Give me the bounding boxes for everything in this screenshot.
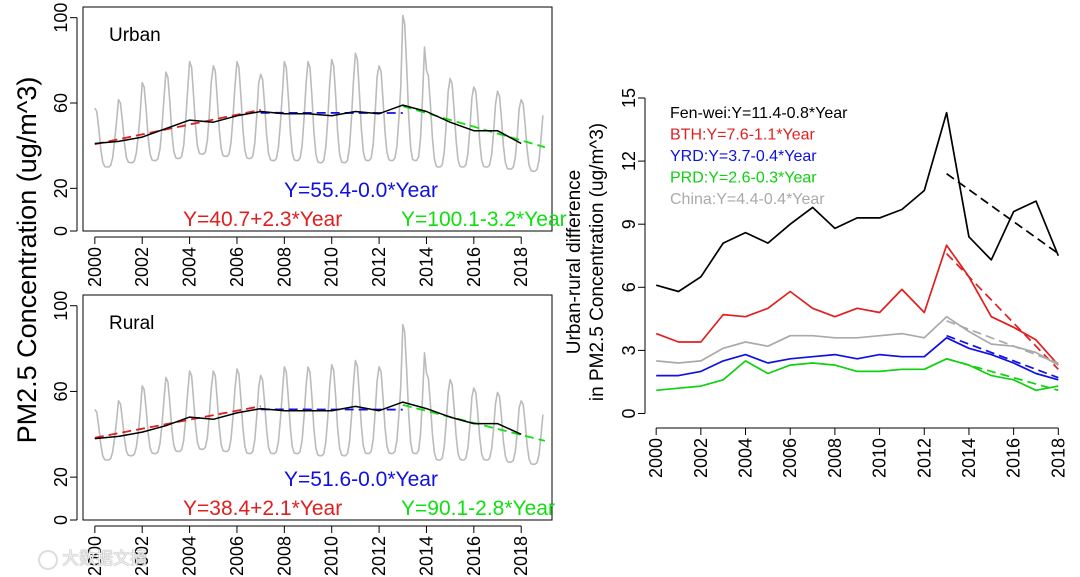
monthly-series-line [94, 323, 544, 466]
x-tick-label: 2000 [85, 536, 105, 576]
panel-label: Urban [109, 25, 161, 46]
x-tick-label: 2002 [132, 247, 152, 287]
y-tick-label: 20 [51, 467, 71, 487]
annual-mean-line [94, 104, 522, 145]
x-tick-label: 2014 [416, 247, 436, 287]
y-axis-label-line2: in PM2.5 Concentration (ug/m^3) [587, 123, 608, 401]
series-line-yrd [656, 336, 1059, 381]
x-tick-label: 2006 [227, 536, 247, 576]
y-tick-label: 0 [51, 226, 71, 236]
y-tick-label: 0 [51, 515, 71, 525]
annual-mean-line [94, 401, 522, 440]
y-tick-label: 100 [51, 3, 71, 33]
y-tick-label: 20 [51, 178, 71, 198]
x-tick-label: 2008 [274, 247, 294, 287]
x-tick-label: 2002 [691, 438, 711, 478]
series-line-china [656, 315, 1059, 366]
y-tick-label: 0 [619, 408, 639, 418]
x-tick-label: 2004 [736, 438, 756, 478]
rural-panel: 0 20 60 100 2000 2002 2004 2006 2008 2010 2012 2014… [51, 291, 555, 576]
difference-panel: 0 3 6 9 12 15 2000 2002 2004 2006 2008 2010 2012 2014… [564, 88, 1068, 478]
y-tick-label: 15 [619, 88, 639, 108]
x-tick-label: 2014 [959, 438, 979, 478]
trend-line [402, 105, 546, 149]
plot-frame [82, 6, 553, 232]
trend-equation-period2: Y=51.6-0.0*Year [284, 468, 438, 491]
legend-entry: BTH:Y=7.6-1.1*Year [670, 127, 816, 144]
panel-label: Rural [109, 313, 154, 334]
x-tick-label: 2000 [85, 247, 105, 287]
x-tick-label: 2010 [322, 247, 342, 287]
trend-line-prd [946, 357, 1059, 392]
x-tick-label: 2018 [511, 247, 531, 287]
x-tick-label: 2010 [322, 536, 342, 576]
urban-panel: 0 20 60 100 2000 2002 2004 2006 2008 2010 2012 2014… [51, 3, 567, 287]
trend-line-fen-wei [946, 173, 1059, 255]
x-tick-label: 2016 [464, 247, 484, 287]
legend-entry: PRD:Y=2.6-0.3*Year [670, 170, 817, 187]
x-tick-label: 2006 [227, 247, 247, 287]
shared-y-axis-label: PM2.5 Concentration (ug/m^3) [12, 77, 42, 444]
y-tick-label: 100 [51, 291, 71, 321]
x-tick-label: 2012 [369, 247, 389, 287]
x-tick-label: 2016 [1004, 438, 1024, 478]
x-tick-label: 2018 [511, 536, 531, 576]
legend-entry: YRD:Y=3.7-0.4*Year [670, 148, 817, 165]
y-axis-label-line1: Urban-rural difference [564, 170, 585, 354]
x-tick-label: 2004 [180, 536, 200, 576]
x-tick-label: 2006 [780, 438, 800, 478]
x-tick-label: 2018 [1048, 438, 1068, 478]
watermark: 大数据文摘 [38, 544, 147, 570]
x-tick-label: 2012 [914, 438, 934, 478]
monthly-series-line [94, 14, 544, 173]
x-tick-label: 2004 [180, 247, 200, 287]
watermark-text: 大数据文摘 [62, 549, 147, 568]
series-line-prd [656, 357, 1059, 392]
y-tick-label: 3 [619, 345, 639, 355]
y-tick-label: 60 [51, 381, 71, 401]
plot-frame [82, 294, 553, 521]
x-tick-label: 2014 [416, 536, 436, 576]
series-line-bth [655, 244, 1059, 366]
trend-equation-period3: Y=100.1-3.2*Year [401, 208, 567, 231]
legend-entry: China:Y=4.4-0.4*Year [670, 191, 825, 208]
trend-equation-period1: Y=38.4+2.1*Year [183, 497, 342, 520]
trend-line [94, 108, 261, 146]
watermark-logo-icon [38, 549, 58, 570]
trend-equation-period1: Y=40.7+2.3*Year [183, 208, 342, 231]
y-tick-label: 12 [619, 151, 639, 171]
x-tick-label: 2002 [132, 536, 152, 576]
x-tick-label: 2008 [274, 536, 294, 576]
trend-equation-period3: Y=90.1-2.8*Year [401, 497, 555, 520]
trend-equation-period2: Y=55.4-0.0*Year [284, 179, 438, 202]
x-tick-label: 2016 [464, 536, 484, 576]
trend-line-china [946, 320, 1059, 364]
y-tick-label: 6 [619, 282, 639, 292]
x-tick-label: 2012 [369, 536, 389, 576]
x-tick-label: 2000 [646, 438, 666, 478]
y-tick-label: 60 [51, 93, 71, 113]
y-tick-label: 9 [619, 219, 639, 229]
x-tick-label: 2008 [825, 438, 845, 478]
legend-entry: Fen-wei:Y=11.4-0.8*Year [670, 105, 848, 122]
series-line-fen-wei [655, 111, 1060, 293]
x-tick-label: 2010 [870, 438, 890, 478]
trend-line-bth [945, 253, 1059, 370]
trend-line-yrd [946, 334, 1059, 379]
